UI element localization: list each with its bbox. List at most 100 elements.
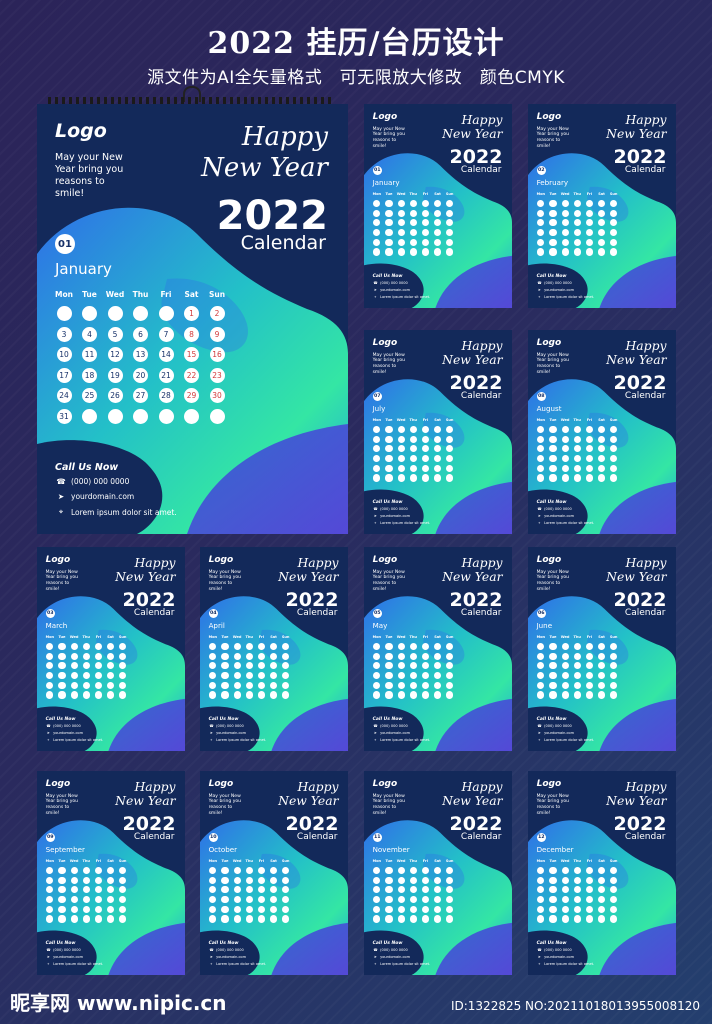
tagline-line: reasons to <box>536 581 561 587</box>
weekday-label: Tue <box>385 192 393 197</box>
year-text: 2022 <box>122 812 176 835</box>
weekday-label: Thu <box>82 859 90 864</box>
day-cell <box>573 691 581 699</box>
day-cell <box>573 681 581 689</box>
day-cell <box>573 642 581 650</box>
day-cell <box>257 896 265 904</box>
day-cell <box>433 229 442 237</box>
day-cell <box>282 642 290 650</box>
tagline: May your New Year bring you reasons to smil… <box>373 794 405 817</box>
day-cell: 13 <box>133 347 148 362</box>
day-cell <box>373 876 381 884</box>
day-cell <box>561 681 569 689</box>
day-cell <box>46 691 54 699</box>
weekday-label: Sun <box>281 859 290 864</box>
day-cell <box>385 652 393 660</box>
day-cell <box>446 652 454 660</box>
day-cell <box>537 915 545 923</box>
day-cell <box>549 425 557 433</box>
day-cell <box>421 681 429 689</box>
tagline-line: Year bring you <box>208 799 241 805</box>
day-cell <box>573 229 581 237</box>
day-cell <box>58 886 66 894</box>
calendar-card[interactable]: Logo May your New Year bring you reasons to… <box>528 771 676 975</box>
phone-icon: ☎ <box>56 477 66 486</box>
day-cell <box>573 876 581 884</box>
tagline: May your New Year bring you reasons to smil… <box>373 353 405 376</box>
calendar-card[interactable]: Logo May your New Year bring you reasons to… <box>37 771 185 975</box>
calendar-card[interactable]: Logo May your New Year bring you reasons to… <box>37 547 185 751</box>
day-cell <box>597 455 606 463</box>
day-cell <box>373 199 381 207</box>
calendar-card[interactable]: Logo May your New Year bring you reasons to… <box>528 547 676 751</box>
day-cell <box>269 886 278 894</box>
weekday-label: Wed <box>560 859 570 864</box>
calendar-card[interactable]: Logo May your New Year bring you reasons to… <box>364 547 512 751</box>
day-cell <box>257 691 265 699</box>
day-cell <box>58 662 66 670</box>
day-cell: 14 <box>158 347 174 362</box>
send-icon: ➤ <box>46 955 50 960</box>
tagline-line: smile! <box>536 369 551 375</box>
day-cell <box>610 248 618 256</box>
day-cell <box>257 915 265 923</box>
weekday-label: Mon <box>372 418 382 423</box>
location-icon: ⌖ <box>210 738 213 743</box>
day-cell <box>82 642 90 650</box>
day-cell <box>58 915 66 923</box>
tagline-line: reasons to <box>208 581 233 587</box>
contact-domain: ➤ yourdomain.com <box>537 731 574 735</box>
contact-text: yourdomain.com <box>380 288 411 293</box>
calendar-card[interactable]: Logo May your New Year bring you reasons to… <box>364 104 512 308</box>
day-cell <box>549 435 557 443</box>
day-cell <box>209 876 217 884</box>
day-cell <box>373 915 381 923</box>
tagline-line: May your New <box>536 126 569 132</box>
tagline: May your New Year bring you reasons to smil… <box>209 570 241 593</box>
location-icon: ⌖ <box>210 962 213 967</box>
tagline-line: May your New <box>372 352 405 358</box>
tagline-line: smile! <box>45 586 60 592</box>
day-cell <box>421 866 429 874</box>
tagline: May your New Year bring you reasons to smil… <box>537 127 569 150</box>
calendar-card[interactable]: Logo May your New Year bring you reasons to… <box>364 771 512 975</box>
day-cell <box>421 248 429 256</box>
day-cell <box>446 876 454 884</box>
day-cell <box>373 238 381 246</box>
day-cell <box>561 866 569 874</box>
year-text: 2022 <box>285 588 339 611</box>
day-cell <box>119 681 127 689</box>
day-cell <box>46 876 54 884</box>
weekday-label: Wed <box>232 859 242 864</box>
calendar-card[interactable]: Logo May your New Year bring you reasons to… <box>200 771 348 975</box>
call-us-heading: Call Us Now <box>536 716 567 722</box>
day-cell <box>585 652 593 660</box>
happy-text: Happy <box>625 555 667 570</box>
day-cell <box>209 652 217 660</box>
happy-text: Happy <box>241 122 328 152</box>
day-cell <box>446 455 454 463</box>
calendar-card[interactable]: Logo May your New Year bring you reasons to… <box>364 330 512 534</box>
calendar-card[interactable]: Logo May your New Year bring you reasons to… <box>37 104 348 534</box>
day-cell <box>597 474 606 482</box>
day-cell <box>94 691 102 699</box>
calendar-card[interactable]: Logo May your New Year bring you reasons to… <box>528 330 676 534</box>
weekday-label: Sun <box>609 859 618 864</box>
tagline-line: Year bring you <box>536 358 569 364</box>
day-cell <box>94 681 102 689</box>
tagline: May your New Year bring you reasons to smil… <box>373 127 405 150</box>
calendar-card[interactable]: Logo May your New Year bring you reasons to… <box>528 104 676 308</box>
weekday-label: Wed <box>396 635 406 640</box>
day-cell <box>573 248 581 256</box>
day-cell <box>409 435 417 443</box>
day-cell <box>585 905 593 913</box>
calendar-card[interactable]: Logo May your New Year bring you reasons to… <box>200 547 348 751</box>
happy-text: Happy <box>625 779 667 794</box>
weekday-label: Tue <box>385 418 393 423</box>
day-cell <box>397 642 405 650</box>
day-cell <box>446 896 454 904</box>
calendar-word: Calendar <box>460 390 502 401</box>
day-cell <box>209 642 217 650</box>
day-cell <box>409 652 417 660</box>
day-cell <box>385 691 393 699</box>
